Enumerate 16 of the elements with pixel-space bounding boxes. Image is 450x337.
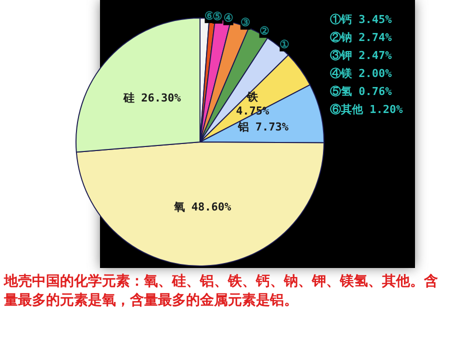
- text: ③钾 2.47%: [330, 49, 392, 62]
- slice-label: ①: [280, 38, 290, 51]
- text: ①钙 3.45%: [330, 13, 392, 26]
- text: ④镁 2.00%: [330, 67, 392, 80]
- slice-label: 硅 26.30%: [122, 91, 182, 104]
- text: 地壳中国的化学元素：氧、硅、铝、铁、钙、钠、钾、镁氢、其他。含量最多的元素是氧，含量最多的金属元素是铝。: [3, 274, 438, 308]
- slice-label: ③: [240, 16, 250, 30]
- slice-label: ⑤: [212, 10, 222, 24]
- slice-label: ②: [259, 24, 270, 38]
- slice-label: 铝 7.73%: [236, 120, 289, 134]
- slice-label: 铁: [246, 90, 260, 104]
- text: ⑥其他 1.20%: [330, 103, 404, 116]
- slice-label: 氧 48.60%: [172, 200, 232, 214]
- slice-label: ④: [223, 12, 234, 25]
- text: ②钠 2.74%: [330, 31, 392, 44]
- text: ⑤氢 0.76%: [330, 85, 392, 98]
